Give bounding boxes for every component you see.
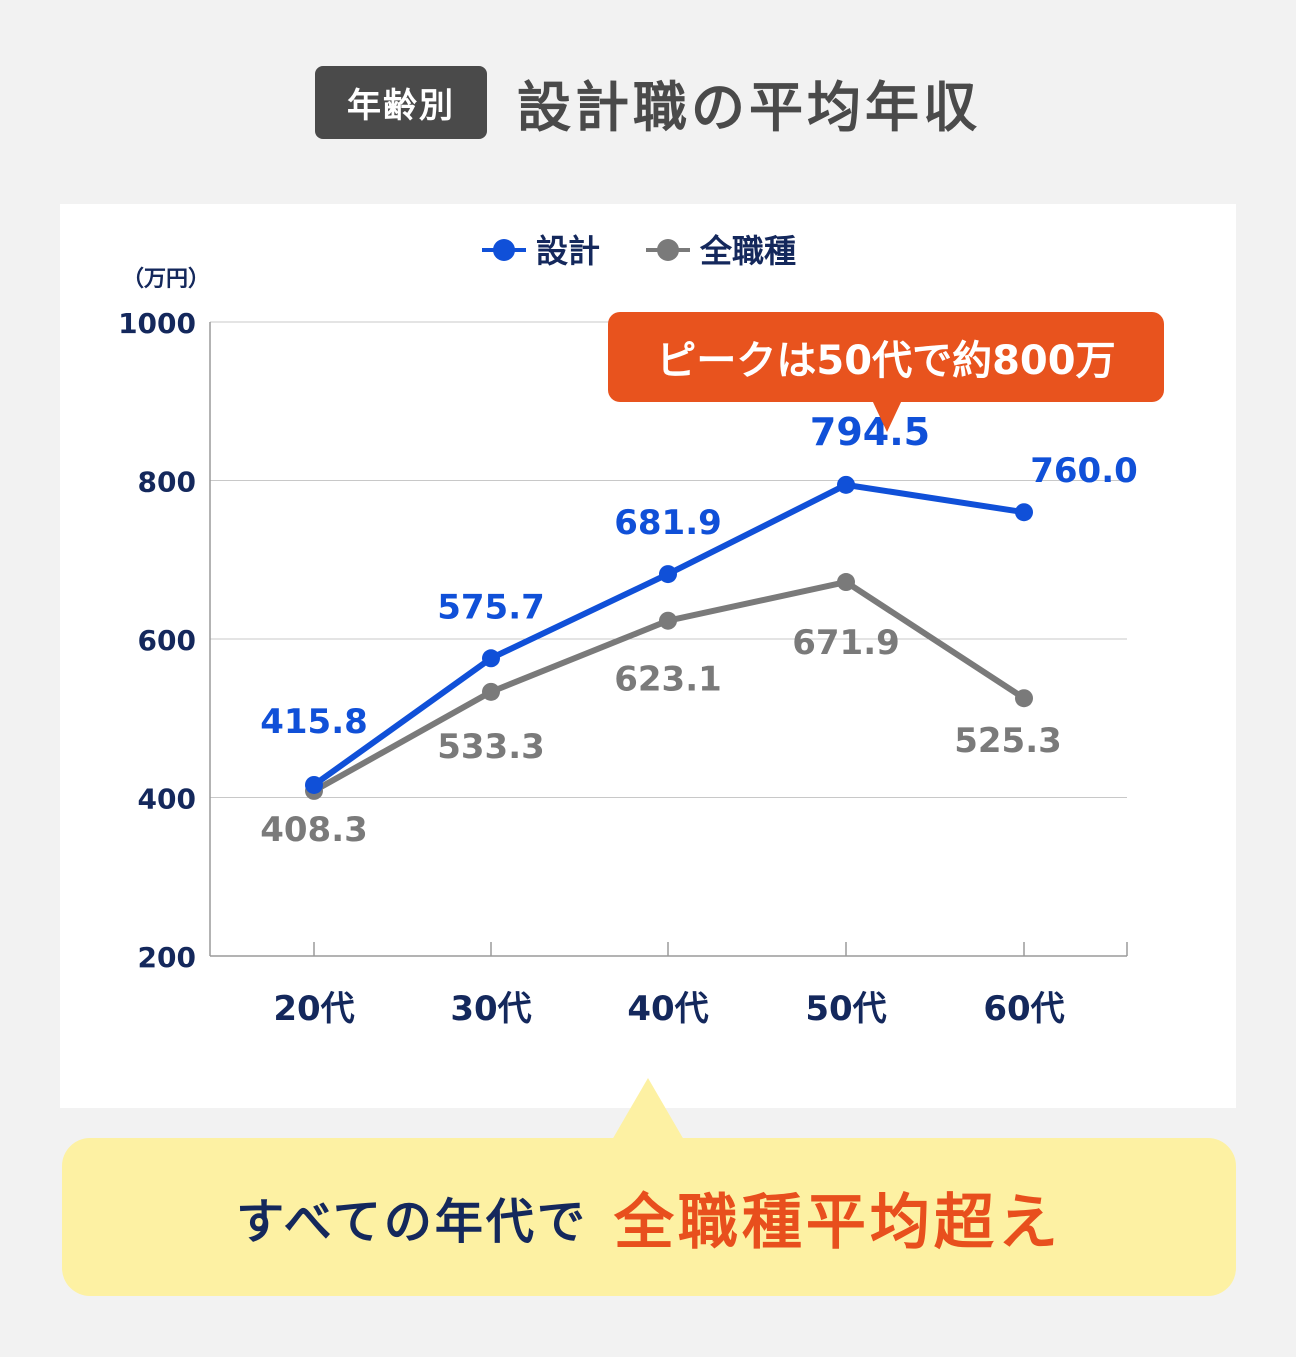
label-all-2: 623.1 bbox=[614, 660, 722, 700]
x-tick-50代: 50代 bbox=[805, 989, 886, 1029]
summary-callout: すべての年代で 全職種平均超え bbox=[62, 1138, 1236, 1296]
point-design-0 bbox=[305, 775, 323, 794]
page-title: 設計職の平均年収 bbox=[517, 75, 981, 139]
x-tick-20代: 20代 bbox=[273, 989, 354, 1029]
label-all-3: 671.9 bbox=[792, 623, 900, 663]
data-labels: 415.8 575.7 681.9 794.5 760.0 408.3 533.3 623.1… bbox=[260, 410, 1138, 850]
age-badge: 年齢別 bbox=[315, 65, 487, 139]
y-tick-600: 600 bbox=[138, 624, 196, 657]
point-design-1 bbox=[482, 649, 500, 668]
label-all-1: 533.3 bbox=[437, 727, 545, 767]
label-all-4: 525.3 bbox=[954, 721, 1062, 761]
callout-pointer bbox=[612, 1078, 684, 1140]
x-tick-40代: 40代 bbox=[627, 989, 708, 1029]
point-design-4 bbox=[1015, 503, 1033, 522]
legend-design-label: 設計 bbox=[536, 232, 600, 270]
label-design-1: 575.7 bbox=[437, 587, 545, 627]
label-all-0: 408.3 bbox=[260, 810, 368, 850]
point-all-1 bbox=[482, 682, 500, 701]
y-tick-800: 800 bbox=[138, 466, 196, 499]
legend: 設計 全職種 bbox=[482, 232, 796, 270]
peak-annotation: ピークは50代で約800万 bbox=[608, 312, 1164, 432]
y-tick-1000: 1000 bbox=[118, 307, 196, 340]
point-all-3 bbox=[837, 573, 855, 592]
legend-all-marker bbox=[657, 239, 679, 261]
x-tick-60代: 60代 bbox=[983, 989, 1064, 1029]
chart-panel: 設計 全職種 （万円） 200 400 600 800 1000 20代 30代 40代 50… bbox=[60, 204, 1236, 1108]
peak-annotation-pointer bbox=[872, 400, 902, 432]
peak-annotation-text: ピークは50代で約800万 bbox=[656, 338, 1115, 384]
point-all-2 bbox=[659, 611, 677, 630]
y-unit-label: （万円） bbox=[122, 267, 210, 292]
legend-design-marker bbox=[493, 239, 515, 261]
point-design-3 bbox=[837, 475, 855, 494]
label-design-4: 760.0 bbox=[1030, 451, 1138, 491]
line-chart: 設計 全職種 （万円） 200 400 600 800 1000 20代 30代 40代 50… bbox=[118, 232, 1164, 1029]
x-tick-30代: 30代 bbox=[450, 989, 531, 1029]
label-design-0: 415.8 bbox=[260, 702, 368, 742]
callout-text-a: すべての年代で bbox=[236, 1194, 588, 1250]
y-tick-200: 200 bbox=[138, 941, 196, 974]
series bbox=[305, 475, 1033, 800]
peak-annotation-box bbox=[608, 312, 1164, 402]
point-all-4 bbox=[1015, 689, 1033, 708]
callout-text-b: 全職種平均超え bbox=[613, 1187, 1062, 1258]
y-tick-labels: 200 400 600 800 1000 bbox=[118, 307, 196, 974]
label-design-3: 794.5 bbox=[810, 410, 930, 454]
header: 年齢別 設計職の平均年収 bbox=[0, 62, 1296, 142]
label-design-2: 681.9 bbox=[614, 503, 722, 543]
point-design-2 bbox=[659, 565, 677, 584]
axes bbox=[209, 322, 1128, 957]
x-tick-labels: 20代 30代 40代 50代 60代 bbox=[273, 989, 1064, 1029]
y-tick-400: 400 bbox=[138, 783, 196, 816]
callout-text: すべての年代で 全職種平均超え bbox=[62, 1138, 1236, 1296]
legend-all-label: 全職種 bbox=[699, 232, 796, 270]
